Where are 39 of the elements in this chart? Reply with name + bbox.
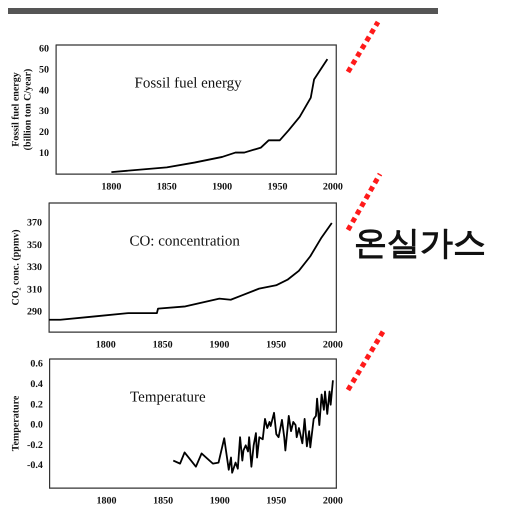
x-tick-label: 2000 [322, 496, 343, 507]
text: CO: concentration [129, 234, 240, 250]
y-tick-label: 0.6 [30, 358, 43, 370]
text: 온실가스 [353, 222, 487, 264]
y-tick-label: 370 [27, 218, 42, 229]
x-tick-label: 1950 [266, 340, 286, 351]
y-tick-label: 290 [27, 306, 42, 318]
x-tick-label: 1800 [96, 340, 116, 351]
y-axis-title: Fossil fuel energy (billion ton C/year) [10, 68, 34, 150]
x-tick-label: 2000 [322, 340, 343, 351]
y-tick-label: 30 [39, 106, 49, 118]
x-tick-label: 1800 [96, 496, 116, 507]
y-tick-label: 0.0 [30, 420, 43, 431]
y-tick-label: 20 [39, 126, 49, 138]
x-tick-label: 1900 [212, 182, 232, 193]
y-tick-label: 0.2 [30, 399, 43, 410]
x-tick-label: 1850 [152, 340, 173, 351]
y-tick-label: 310 [27, 284, 42, 296]
y-tick-label: 0.4 [30, 378, 43, 390]
x-tick-label: 1800 [101, 182, 122, 193]
text: Fossil fuel energy [134, 76, 242, 92]
x-tick-label: 2000 [322, 182, 343, 193]
y-tick-label: 40 [39, 85, 49, 96]
y-tick-label: 350 [27, 240, 42, 251]
x-tick-label: 1950 [268, 182, 288, 193]
x-tick-label: 1900 [209, 340, 230, 351]
y-tick-label: -0.4 [26, 460, 43, 472]
x-tick-label: 1900 [210, 496, 230, 507]
y-tick-label: 10 [39, 148, 49, 159]
x-tick-label: 1950 [266, 496, 286, 507]
x-tick-label: 1850 [153, 496, 174, 507]
y-tick-label: 50 [39, 64, 49, 76]
y-axis-title: Temperature [10, 395, 22, 452]
y-tick-label: 60 [39, 44, 49, 55]
y-axis-title: CO₂ conc. (ppmv) [10, 229, 22, 306]
x-tick-label: 1850 [156, 182, 177, 193]
y-tick-label: 330 [27, 262, 42, 274]
y-tick-label: -0.2 [26, 440, 43, 451]
text: Temperature [130, 390, 206, 406]
